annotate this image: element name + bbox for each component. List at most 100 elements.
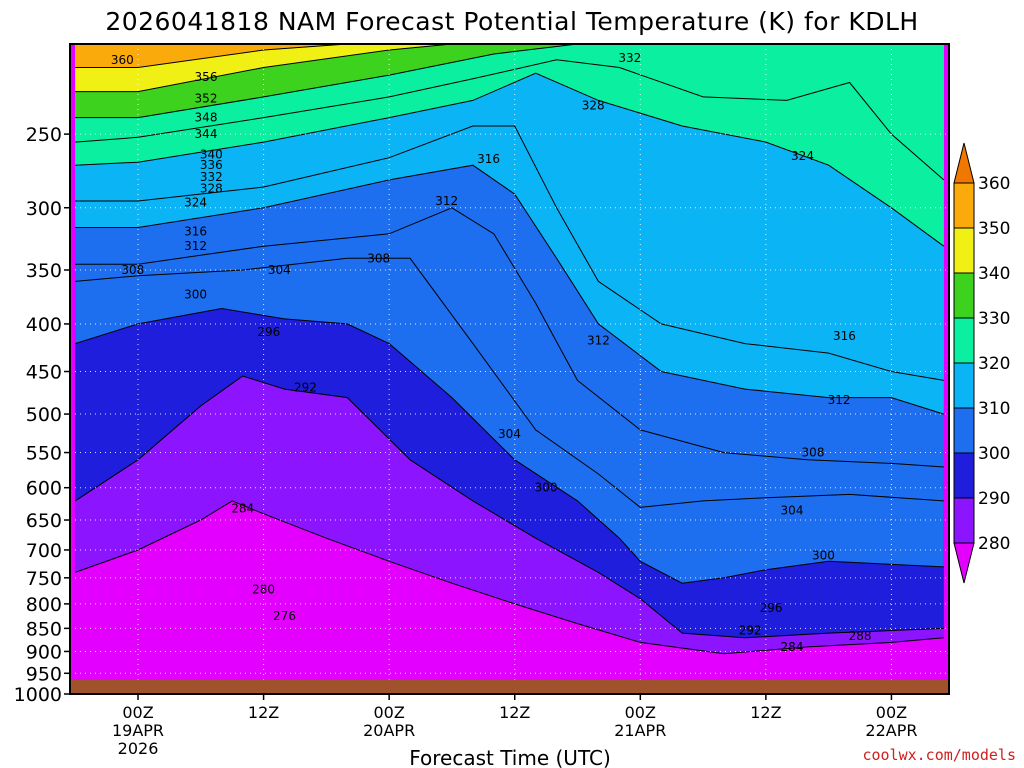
y-tick-label: 700 <box>26 540 62 562</box>
colorbar-label: 290 <box>978 489 1010 509</box>
y-tick-label: 1000 <box>14 684 62 706</box>
contour-label-292: 292 <box>739 624 762 638</box>
x-axis-label: Forecast Time (UTC) <box>409 746 611 768</box>
chart-title: 2026041818 NAM Forecast Potential Temper… <box>105 7 918 36</box>
contour-label-296: 296 <box>257 325 280 339</box>
x-tick-label: 12Z <box>750 703 781 722</box>
x-tick-label: 00Z <box>625 703 656 722</box>
contour-label-312: 312 <box>828 393 851 407</box>
contour-theta-344 <box>75 44 452 93</box>
contour-theta-324 <box>75 72 945 247</box>
y-tick-label: 850 <box>26 618 62 640</box>
contour-label-312: 312 <box>587 334 610 348</box>
contour-theta-292 <box>74 375 944 639</box>
colorbar-segment <box>953 362 975 409</box>
contour-label-308: 308 <box>121 263 144 277</box>
y-tick-label: 950 <box>26 663 62 685</box>
contour-label-304: 304 <box>268 263 291 277</box>
contour-label-328: 328 <box>582 99 605 113</box>
contour-label-348: 348 <box>195 111 218 125</box>
contour-label-344: 344 <box>195 127 218 141</box>
x-tick-label: 00Z <box>373 703 404 722</box>
colorbar-segment <box>953 227 975 274</box>
contour-label-284: 284 <box>781 640 804 654</box>
colorbar-segment <box>953 497 975 544</box>
contour-theta-304 <box>75 257 944 508</box>
contour-label-316: 316 <box>833 329 856 343</box>
x-tick-label: 22APR <box>865 721 917 740</box>
y-axis: 2503003504004505005506006507007508008509… <box>14 124 70 706</box>
y-tick-label: 650 <box>26 510 62 532</box>
colorbar-segment <box>953 407 975 454</box>
contour-label-316: 316 <box>184 224 207 238</box>
contour-label-280: 280 <box>252 583 275 597</box>
contour-label-336: 336 <box>200 158 223 172</box>
contour-label-308: 308 <box>367 251 390 265</box>
contour-theta-352 <box>75 44 348 68</box>
y-tick-label: 500 <box>26 404 62 426</box>
contour-theta-312 <box>75 164 944 415</box>
y-tick-label: 250 <box>26 124 62 146</box>
contour-label-312: 312 <box>184 239 207 253</box>
contour-label-304: 304 <box>781 504 804 518</box>
x-tick-label: 00Z <box>876 703 907 722</box>
y-tick-label: 350 <box>26 260 62 282</box>
colorbar-segment <box>953 317 975 364</box>
contour-label-300: 300 <box>535 481 558 495</box>
contour-label-332: 332 <box>200 170 223 184</box>
y-tick-label: 400 <box>26 314 62 336</box>
contour-label-300: 300 <box>184 288 207 302</box>
contour-theta-284 <box>75 500 944 655</box>
contour-theta-308 <box>75 207 944 468</box>
colorbar-legend: 280 290 300 310 320 330 340 350 360 <box>953 142 1010 584</box>
colorbar-segment <box>953 452 975 499</box>
colorbar-label: 340 <box>978 264 1010 284</box>
contour-label-304: 304 <box>498 427 521 441</box>
colorbar-segment <box>953 272 975 319</box>
contour-label-328: 328 <box>200 182 223 196</box>
y-tick-label: 750 <box>26 568 62 590</box>
contour-label-316: 316 <box>477 152 500 166</box>
band-theta-352 <box>75 44 348 68</box>
contour-label-312: 312 <box>435 194 458 208</box>
contour-label-356: 356 <box>195 70 218 84</box>
contour-label-340: 340 <box>200 148 223 162</box>
colorbar-label: 280 <box>978 534 1010 554</box>
ground-surface <box>70 679 949 694</box>
x-tick-label: 2026 <box>118 739 159 758</box>
contour-label-352: 352 <box>195 92 218 106</box>
colorbar-label: 350 <box>978 219 1010 239</box>
contour-label-360: 360 <box>111 53 134 67</box>
contour-label-284: 284 <box>231 502 254 516</box>
contour-theta-332 <box>75 44 578 119</box>
x-tick-label: 12Z <box>248 703 279 722</box>
contour-label-308: 308 <box>802 446 825 460</box>
contour-label-276: 276 <box>273 609 296 623</box>
contour-label-292: 292 <box>294 380 317 394</box>
theta-contour-lines <box>74 44 945 655</box>
y-tick-label: 800 <box>26 594 62 616</box>
credit-text: coolwx.com/models <box>862 746 1016 764</box>
colorbar-label: 330 <box>978 309 1010 329</box>
y-tick-label: 550 <box>26 443 62 465</box>
x-tick-label: 19APR <box>112 721 164 740</box>
contour-label-296: 296 <box>760 601 783 615</box>
colorbar-label: 320 <box>978 354 1010 374</box>
colorbar-bottom-arrow <box>953 542 975 584</box>
contour-theta-316 <box>75 125 944 381</box>
contour-theta-328 <box>75 59 945 181</box>
y-tick-label: 900 <box>26 641 62 663</box>
contour-label-300: 300 <box>812 549 835 563</box>
colorbar-label: 360 <box>978 174 1010 194</box>
y-tick-label: 450 <box>26 362 62 384</box>
x-tick-label: 20APR <box>363 721 415 740</box>
x-tick-label: 12Z <box>499 703 530 722</box>
contour-label-324: 324 <box>184 195 207 209</box>
colorbar-segment <box>953 182 975 229</box>
plot-frame <box>69 43 950 695</box>
colorbar-top-arrow <box>953 142 975 184</box>
